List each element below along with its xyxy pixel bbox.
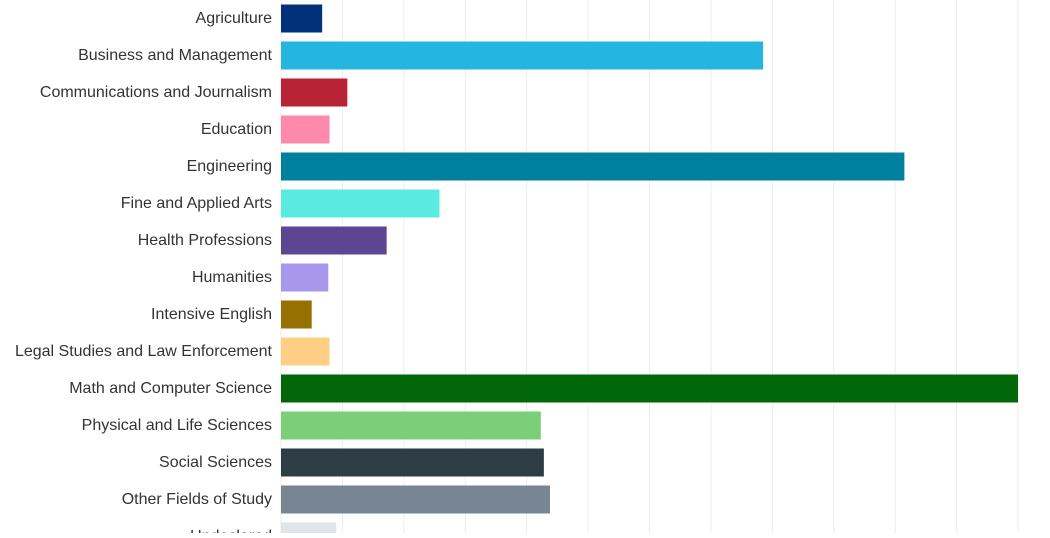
bar-social-sciences[interactable] (281, 448, 544, 477)
category-label: Education (201, 121, 272, 138)
bar-fine-and-applied-arts[interactable] (281, 189, 440, 218)
bars (281, 4, 1018, 538)
category-label: Other Fields of Study (122, 491, 272, 508)
bar-health-professions[interactable] (281, 226, 387, 255)
category-label: Humanities (192, 269, 272, 286)
category-label: Intensive English (151, 306, 272, 323)
bar-education[interactable] (281, 115, 330, 144)
bar-agriculture[interactable] (281, 4, 323, 33)
bar-other-fields-of-study[interactable] (281, 485, 551, 514)
category-label: Math and Computer Science (69, 380, 272, 397)
category-label: Social Sciences (159, 454, 272, 471)
bar-math-and-computer-science[interactable] (281, 374, 1018, 403)
category-label: Agriculture (196, 10, 273, 27)
category-labels: Agriculture Business and Management Commun… (15, 10, 273, 538)
category-label: Undeclared (190, 528, 272, 533)
bar-humanities[interactable] (281, 263, 329, 292)
category-label: Health Professions (138, 232, 272, 249)
bar-undeclared[interactable] (281, 522, 337, 538)
bar-physical-and-life-sciences[interactable] (281, 411, 541, 440)
category-label: Fine and Applied Arts (121, 195, 272, 212)
category-label: Business and Management (78, 47, 272, 64)
bar-intensive-english[interactable] (281, 300, 312, 329)
category-label: Physical and Life Sciences (82, 417, 272, 434)
bar-engineering[interactable] (281, 152, 905, 181)
category-label: Engineering (187, 158, 272, 175)
bar-business-and-management[interactable] (281, 41, 764, 70)
bar-communications-and-journalism[interactable] (281, 78, 348, 107)
category-label: Communications and Journalism (40, 84, 272, 101)
bar-legal-studies-and-law-enforcement[interactable] (281, 337, 330, 366)
category-label: Legal Studies and Law Enforcement (15, 343, 273, 360)
gridlines (280, 0, 1019, 533)
